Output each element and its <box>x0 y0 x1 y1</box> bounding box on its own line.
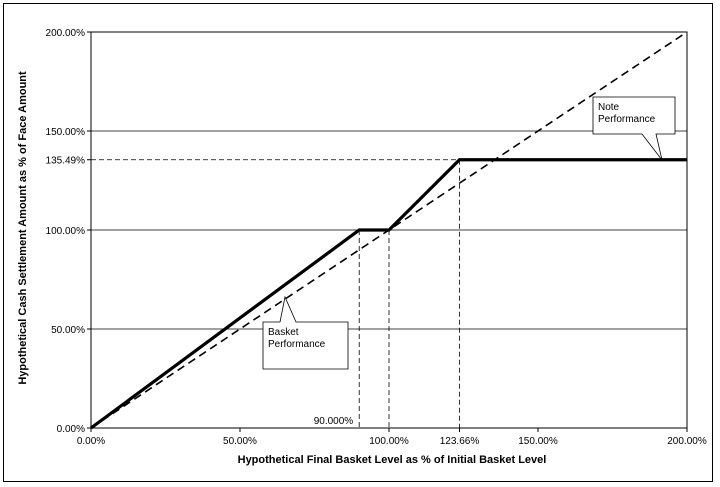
x-tick-label-5: 200.00% <box>667 436 707 447</box>
callout-0-line-1: Performance <box>598 114 656 125</box>
x-tick-label-2: 100.00% <box>369 436 409 447</box>
x-tick-label-1: 50.00% <box>223 436 257 447</box>
x-axis-title: Hypothetical Final Basket Level as % of … <box>238 454 547 466</box>
y-tick-label-4: 150.00% <box>46 127 86 138</box>
y-tick-label-1: 50.00% <box>51 325 85 336</box>
callout-0-line-0: Note <box>598 102 620 113</box>
callout-1-line-1: Performance <box>268 339 326 350</box>
y-tick-label-3: 135.49% <box>46 156 86 167</box>
x-tick-label-3: 123.66% <box>440 436 480 447</box>
callout-1-line-0: Basket <box>268 327 299 338</box>
y-tick-label-5: 200.00% <box>46 28 86 39</box>
x-tick-label-0: 0.00% <box>77 436 105 447</box>
y-axis-title: Hypothetical Cash Settlement Amount as %… <box>17 71 29 385</box>
y-tick-label-2: 100.00% <box>46 226 86 237</box>
knee-x-label: 90.000% <box>314 416 354 427</box>
x-tick-label-4: 150.00% <box>518 436 558 447</box>
chart-frame <box>3 3 713 482</box>
callout-box-0 <box>592 96 676 161</box>
y-tick-label-0: 0.00% <box>57 424 85 435</box>
callout-box-1 <box>262 295 349 370</box>
series-note-performance-line <box>90 158 687 430</box>
